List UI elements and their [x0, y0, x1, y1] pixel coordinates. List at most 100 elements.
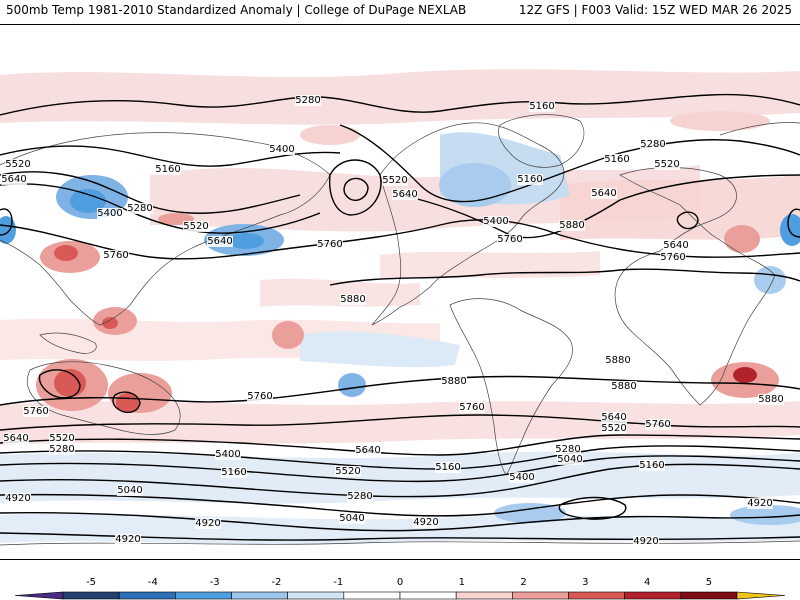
contour-label: 5640 — [591, 188, 616, 199]
contour-label-background — [115, 534, 141, 545]
contour-label: 5280 — [127, 203, 152, 214]
contour-label: 5520 — [335, 466, 360, 477]
contour-label-background — [340, 294, 366, 305]
contour-label: 5160 — [435, 462, 460, 473]
contour-label-background — [529, 101, 555, 112]
colorbar-swatch — [62, 591, 120, 600]
contour-label: 5640 — [392, 189, 417, 200]
contour-label-background — [347, 491, 373, 502]
contour-label-background — [392, 189, 418, 200]
contour-label-background — [317, 239, 343, 250]
contour-label-background — [660, 252, 686, 263]
colorbar-swatch — [175, 591, 232, 600]
contour-label-background — [605, 355, 631, 366]
contour-label: 5520 — [183, 221, 208, 232]
contour-label-background — [413, 517, 439, 528]
contour-label-background — [559, 220, 585, 231]
contour-label-background — [5, 493, 31, 504]
contour-label: 5640 — [355, 445, 380, 456]
colorbar-min-extend — [14, 591, 64, 600]
contour-label-background — [1, 174, 27, 185]
contour-label: 5280 — [49, 444, 74, 455]
contour-label: 5520 — [49, 433, 74, 444]
colorbar-ticks: -5 -4 -3 -2 -1 0 1 2 3 4 5 — [86, 577, 712, 588]
colorbar-tick-label: -2 — [271, 577, 281, 588]
contour-label-background — [339, 513, 365, 524]
contour-label-background — [459, 402, 485, 413]
contour-label: 5520 — [601, 423, 626, 434]
colorbar-swatch — [231, 591, 288, 600]
model-run-info: 12Z GFS | F003 Valid: 15Z WED MAR 26 202… — [518, 3, 792, 17]
contour-label: 5640 — [1, 174, 26, 185]
colorbar-tick-label: -3 — [210, 577, 220, 588]
contour-label: 5160 — [604, 154, 629, 165]
contour-label-background — [640, 139, 666, 150]
contour-label-background — [604, 154, 630, 165]
colorbar-tick-label: 4 — [644, 577, 650, 588]
colorbar-tick-label: 2 — [520, 577, 526, 588]
contour-label-background — [441, 376, 467, 387]
colorbar-swatch — [568, 591, 625, 600]
contour-label-background — [117, 485, 143, 496]
contour-label-background — [5, 159, 31, 170]
contour-label: 5280 — [640, 139, 665, 150]
contour-label: 5160 — [639, 460, 664, 471]
contour-label: 5760 — [23, 406, 48, 417]
contour-label-background — [247, 391, 273, 402]
contour-label-background — [23, 406, 49, 417]
colorbar-swatch — [399, 591, 457, 600]
colorbar-tick-label: 5 — [706, 577, 712, 588]
contour-label: 5760 — [660, 252, 685, 263]
colorbar-swatch — [287, 591, 345, 600]
contour-label-background — [747, 498, 773, 509]
colorbar-swatches — [14, 591, 786, 600]
contour-label-background — [435, 462, 461, 473]
contour-label: 5040 — [117, 485, 142, 496]
contour-label: 5280 — [555, 444, 580, 455]
contour-label: 5880 — [758, 394, 783, 405]
contour-label: 5640 — [663, 240, 688, 251]
contour-label-background — [654, 159, 680, 170]
contour-label: 5640 — [3, 433, 28, 444]
contour-label-background — [295, 95, 321, 106]
contour-label: 5640 — [601, 412, 626, 423]
contour-label-background — [591, 188, 617, 199]
contour-label: 4920 — [195, 518, 220, 529]
contour-label: 5400 — [215, 449, 240, 460]
contour-label: 5160 — [529, 101, 554, 112]
contour-label-background — [195, 518, 221, 529]
contour-label: 5520 — [382, 175, 407, 186]
contour-label: 5760 — [317, 239, 342, 250]
contour-label: 4920 — [633, 536, 658, 547]
contour-label-background — [103, 250, 129, 261]
contour-label-background — [3, 433, 29, 444]
colorbar-tick-label: 1 — [459, 577, 465, 588]
contour-label-background — [221, 467, 247, 478]
contour-label-background — [335, 466, 361, 477]
contour-label-background — [269, 144, 295, 155]
contour-label-background — [517, 174, 543, 185]
contour-label: 5520 — [654, 159, 679, 170]
contour-label: 5280 — [347, 491, 372, 502]
contour-label-background — [601, 412, 627, 423]
colorbar-tick-label: -1 — [333, 577, 343, 588]
contour-label: 5400 — [269, 144, 294, 155]
contour-label: 5160 — [155, 164, 180, 175]
contour-label-background — [155, 164, 181, 175]
contour-label-background — [611, 381, 637, 392]
contour-label-background — [663, 240, 689, 251]
contour-label: 5640 — [207, 236, 232, 247]
contour-label-background — [509, 472, 535, 483]
colorbar-swatch — [624, 591, 682, 600]
contour-label: 5040 — [339, 513, 364, 524]
colorbar-swatch — [118, 591, 176, 600]
contour-label: 5880 — [441, 376, 466, 387]
contour-label: 5760 — [459, 402, 484, 413]
map-title: 500mb Temp 1981-2010 Standardized Anomal… — [6, 3, 467, 17]
contour-label-background — [207, 236, 233, 247]
contour-label: 5400 — [509, 472, 534, 483]
map-panel: 5280 5160 5400 5520 5640 5160 5400 5280 5520 5640… — [0, 24, 800, 560]
contour-label-background — [557, 454, 583, 465]
